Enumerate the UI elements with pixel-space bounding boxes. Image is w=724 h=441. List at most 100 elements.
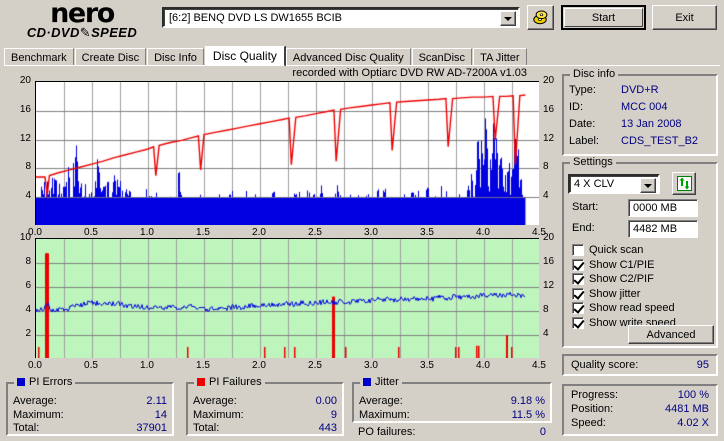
pi-failures-swatch xyxy=(197,378,205,386)
pi-errors-maximum-row: Maximum: 14 xyxy=(13,409,167,422)
checkbox-label-show-jitter: Show jitter xyxy=(589,287,641,300)
logo-cddvd: CD·DVD xyxy=(26,25,80,40)
bottom-x-tick-2.0: 2.0 xyxy=(252,360,266,371)
pen-icon: ✎ xyxy=(79,26,92,41)
checkbox-box-show-read-speed[interactable] xyxy=(572,302,584,314)
exit-button-label: Exit xyxy=(675,11,694,24)
tab-ta-jitter[interactable]: TA Jitter xyxy=(473,48,527,66)
tab-label: Disc Quality xyxy=(212,49,277,63)
drive-select[interactable]: [6:2] BENQ DVD LS DW1655 BCIB xyxy=(162,7,520,28)
chevron-down-icon[interactable] xyxy=(500,11,516,26)
start-button[interactable]: Start xyxy=(561,5,646,30)
top-x-tick-0.0: 0.0 xyxy=(28,227,42,238)
checkbox-show-jitter[interactable]: Show jitter xyxy=(572,286,640,302)
tab-disc-info[interactable]: Disc Info xyxy=(147,48,204,66)
chevron-down-icon[interactable] xyxy=(640,178,656,193)
end-field-label: End: xyxy=(572,222,595,234)
bottom-x-tick-0.0: 0.0 xyxy=(28,360,42,371)
bottom-y-right-tick-4: 4 xyxy=(543,328,549,339)
checkbox-quick-scan[interactable]: Quick scan xyxy=(572,242,643,258)
pi-failures-total-row: Total: 443 xyxy=(193,422,337,435)
bottom-x-tick-3.5: 3.5 xyxy=(420,360,434,371)
position-value: 4481 MB xyxy=(664,403,709,415)
nero-logo: nero CD·DVD✎SPEED xyxy=(8,0,156,42)
advanced-button-label: Advanced xyxy=(646,328,696,341)
tab-create-disc[interactable]: Create Disc xyxy=(74,48,147,66)
refresh-button[interactable] xyxy=(672,172,696,195)
top-x-tick-1.5: 1.5 xyxy=(196,227,210,238)
jitter-average-row: Average: 9.18 % xyxy=(359,395,545,408)
tab-disc-quality[interactable]: Disc Quality xyxy=(204,46,285,66)
quality-score-label: Quality score: xyxy=(571,359,639,371)
pi-errors-maximum-value: 14 xyxy=(154,409,167,421)
checkbox-box-show-c2-pif[interactable] xyxy=(572,273,584,285)
bottom-y-left-tick-4: 4 xyxy=(25,304,31,315)
top-x-tick-2.0: 2.0 xyxy=(252,227,266,238)
tab-scandisc[interactable]: ScanDisc xyxy=(411,48,473,66)
top-x-tick-1.0: 1.0 xyxy=(140,227,154,238)
exit-button[interactable]: Exit xyxy=(652,5,717,30)
top-y-left-tick-12: 12 xyxy=(19,132,31,144)
bottom-x-tick-3.0: 3.0 xyxy=(364,360,378,371)
disc-info-label-label: Label: xyxy=(569,135,599,147)
start-input[interactable]: 0000 MB xyxy=(628,199,698,217)
top-x-tick-4.5: 4.5 xyxy=(532,227,546,238)
bottom-y-left-tick-10: 10 xyxy=(19,232,31,243)
checkbox-box-quick-scan[interactable] xyxy=(572,244,584,256)
bottom-y-left-tick-8: 8 xyxy=(25,256,31,267)
pi-errors-average-label: Average: xyxy=(13,395,57,407)
checkbox-box-show-write-speed[interactable] xyxy=(572,316,584,329)
start-input-value: 0000 MB xyxy=(633,202,678,214)
top-x-tick-3.0: 3.0 xyxy=(364,227,378,238)
speed-select[interactable]: 4 X CLV xyxy=(568,174,660,194)
tab-benchmark[interactable]: Benchmark xyxy=(4,48,74,66)
jitter-group: Jitter Average: 9.18 % Maximum: 11.5 % xyxy=(352,376,552,423)
tab-label: Disc Info xyxy=(154,51,197,64)
end-input[interactable]: 4482 MB xyxy=(628,220,698,238)
tab-label: Advanced Disc Quality xyxy=(292,51,404,64)
toolbar: nero CD·DVD✎SPEED [6:2] BENQ DVD LS DW16… xyxy=(0,0,724,44)
bottom-y-left-tick-2: 2 xyxy=(25,328,31,339)
disc-info-button[interactable] xyxy=(527,5,554,30)
progress-group: Progress: 100 % Position: 4481 MB Speed:… xyxy=(562,384,718,436)
chart-title: recorded with Optiarc DVD RW AD-7200A v1… xyxy=(292,67,527,79)
disc-info-id-value: MCC 004 xyxy=(621,101,668,113)
jitter-maximum-label: Maximum: xyxy=(359,409,410,421)
disc-icon xyxy=(533,10,548,25)
speed-row: Speed: 4.02 X xyxy=(571,417,709,431)
bottom-x-tick-0.5: 0.5 xyxy=(84,360,98,371)
pi-errors-legend-label: PI Errors xyxy=(29,376,73,388)
speed-value: 4.02 X xyxy=(677,417,709,429)
progress-value: 100 % xyxy=(677,389,709,401)
tab-advanced-disc-quality[interactable]: Advanced Disc Quality xyxy=(285,48,411,66)
quality-score-value: 95 xyxy=(696,359,709,371)
top-y-right-tick-8: 8 xyxy=(543,161,549,173)
pi-failures-group: PI Failures Average: 0.00 Maximum: 9 Tot… xyxy=(186,376,344,436)
position-label: Position: xyxy=(571,403,614,415)
tab-label: ScanDisc xyxy=(418,51,466,64)
pi-failures-legend-label: PI Failures xyxy=(209,376,262,388)
bottom-x-tick-1.0: 1.0 xyxy=(140,360,154,371)
checkbox-show-c2-pif[interactable]: Show C2/PIF xyxy=(572,271,654,287)
po-failures-value: 0 xyxy=(539,426,546,438)
jitter-pi-failures-plot xyxy=(35,238,539,358)
top-y-right-tick-12: 12 xyxy=(543,132,555,144)
bottom-x-tick-4.0: 4.0 xyxy=(476,360,490,371)
pi-errors-group: PI Errors Average: 2.11 Maximum: 14 Tota… xyxy=(6,376,174,436)
bottom-x-tick-2.5: 2.5 xyxy=(308,360,322,371)
pi-errors-average-value: 2.11 xyxy=(146,395,167,407)
jitter-average-value: 9.18 % xyxy=(510,395,545,407)
bottom-x-tick-1.5: 1.5 xyxy=(196,360,210,371)
jitter-legend-label: Jitter xyxy=(375,376,399,388)
pi-errors-swatch xyxy=(17,378,25,386)
checkbox-box-show-c1-pie[interactable] xyxy=(572,258,584,271)
pi-errors-legend: PI Errors xyxy=(14,376,76,388)
start-label-text: Start: xyxy=(572,201,599,213)
top-x-tick-4.0: 4.0 xyxy=(476,227,490,238)
checkbox-show-read-speed[interactable]: Show read speed xyxy=(572,300,675,316)
checkbox-box-show-jitter[interactable] xyxy=(572,287,584,300)
jitter-maximum-row: Maximum: 11.5 % xyxy=(359,409,545,422)
checkbox-show-c1-pie[interactable]: Show C1/PIE xyxy=(572,257,654,273)
advanced-button[interactable]: Advanced xyxy=(628,325,714,344)
speed-label: Speed: xyxy=(571,417,606,429)
